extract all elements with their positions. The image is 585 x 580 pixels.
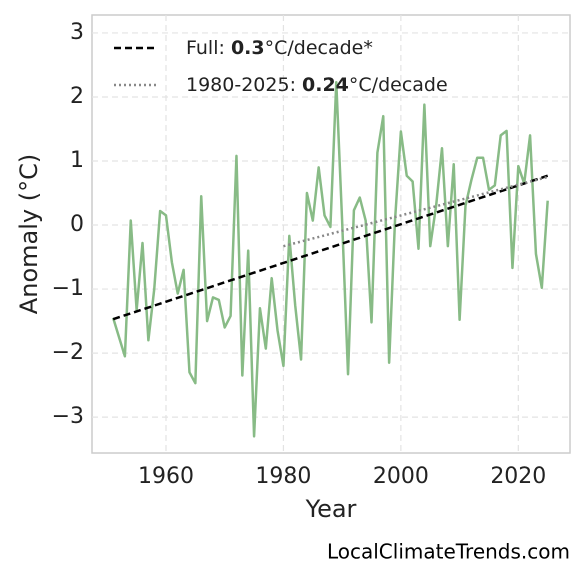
- y-axis-label: Anomaly (°C): [15, 154, 43, 314]
- data-line: [111, 80, 549, 438]
- plot-frame: [91, 14, 571, 454]
- legend-prefix: Full:: [186, 37, 231, 59]
- x-tick-label: 1980: [255, 464, 311, 489]
- legend-value: 0.3: [231, 37, 265, 59]
- y-tick-label: 3: [70, 20, 84, 45]
- y-tick-label: 1: [70, 148, 84, 173]
- legend-suffix: °C/decade*: [265, 37, 373, 59]
- x-tick-label: 2000: [373, 464, 429, 489]
- legend-suffix: °C/decade: [349, 74, 448, 96]
- x-tick-label: 2020: [490, 464, 546, 489]
- watermark: LocalClimateTrends.com: [327, 540, 570, 564]
- y-tick-label: −2: [52, 340, 84, 365]
- y-tick-label: 2: [70, 84, 84, 109]
- legend-label: 1980-2025: 0.24°C/decade: [186, 74, 448, 96]
- y-tick-label: 0: [70, 212, 84, 237]
- y-tick-label: −3: [52, 404, 84, 429]
- x-tick-label: 1960: [138, 464, 194, 489]
- legend-prefix: 1980-2025:: [186, 74, 302, 96]
- legend-value: 0.24: [302, 74, 349, 96]
- trend-line: [283, 175, 549, 248]
- x-axis-label: Year: [305, 495, 357, 523]
- legend-label: Full: 0.3°C/decade*: [186, 37, 373, 59]
- y-tick-label: −1: [52, 276, 84, 301]
